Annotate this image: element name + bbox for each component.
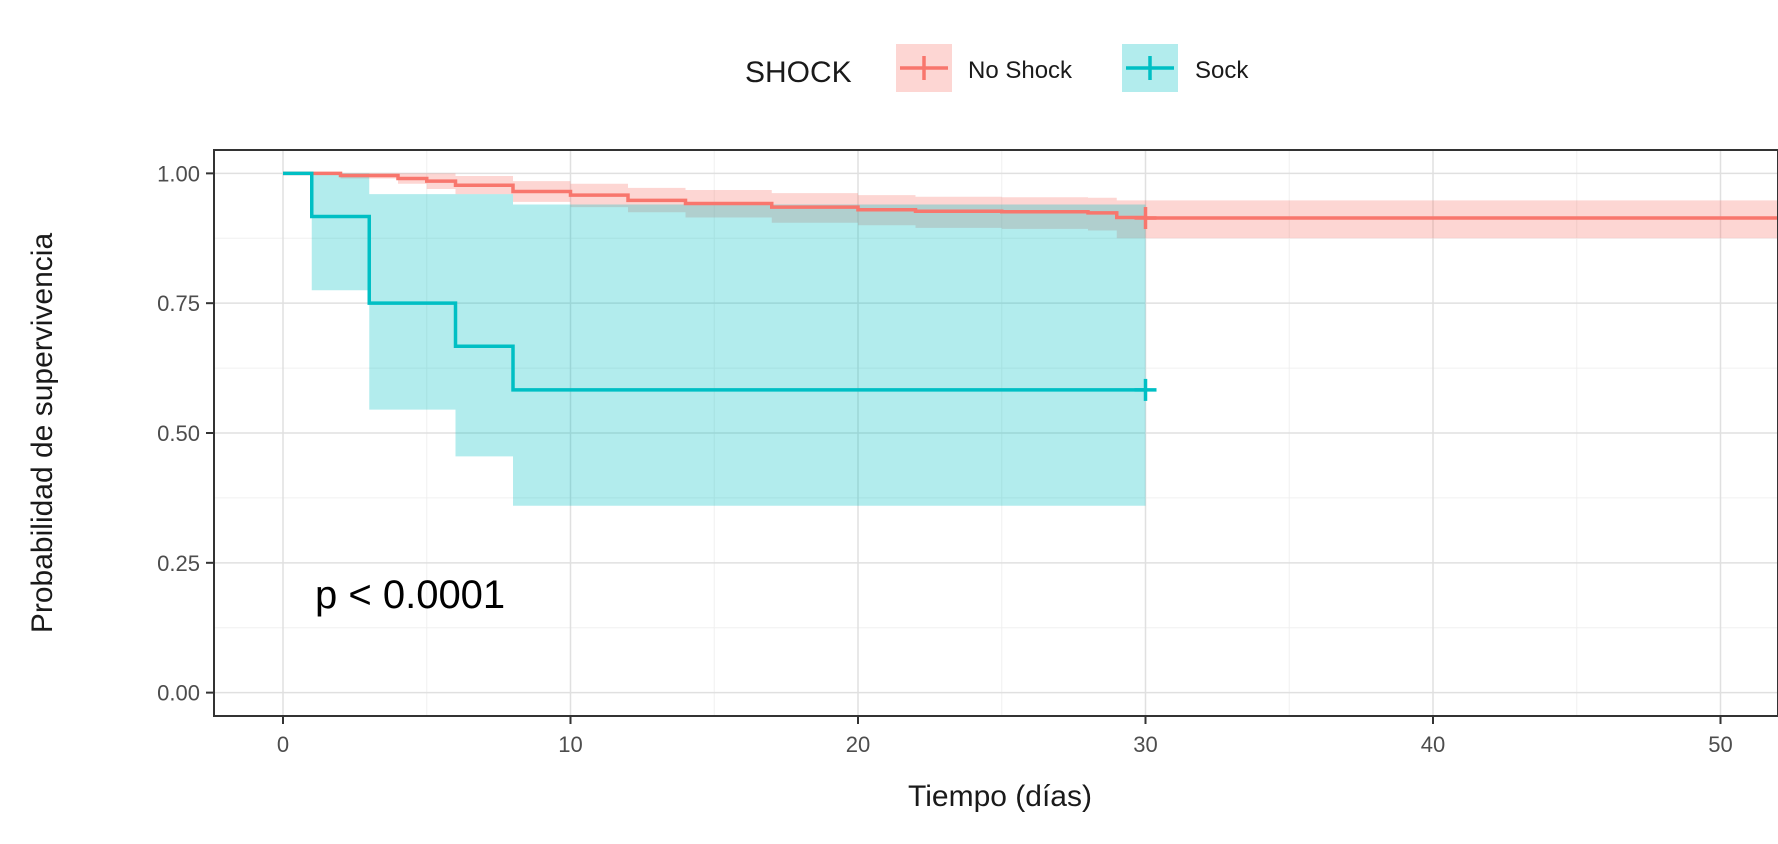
y-tick-label: 0.25 xyxy=(157,551,200,576)
x-tick-label: 10 xyxy=(558,732,582,757)
x-tick-label: 30 xyxy=(1133,732,1157,757)
y-axis: 0.00 0.25 0.50 0.75 1.00 xyxy=(157,161,214,706)
grid-major xyxy=(214,150,1778,716)
curve-no-shock xyxy=(283,171,1778,220)
y-tick-label: 0.50 xyxy=(157,421,200,446)
y-axis-title: Probabilidad de supervivencia xyxy=(26,233,59,634)
legend: SHOCK No Shock Sock xyxy=(745,44,1249,92)
x-tick-label: 40 xyxy=(1421,732,1445,757)
censor-sock xyxy=(1134,378,1157,401)
curve-sock xyxy=(283,171,1146,392)
y-tick-label: 0.75 xyxy=(157,291,200,316)
x-axis-title: Tiempo (días) xyxy=(908,780,1092,813)
censor-no-shock xyxy=(1134,207,1157,230)
band-no-shock xyxy=(283,173,1778,239)
legend-title: SHOCK xyxy=(745,56,852,89)
survival-lines xyxy=(283,171,1778,392)
y-tick-label: 0.00 xyxy=(157,681,200,706)
y-tick-label: 1.00 xyxy=(157,161,200,186)
p-value-annotation: p < 0.0001 xyxy=(315,573,505,617)
confidence-bands xyxy=(283,173,1778,506)
x-tick-label: 0 xyxy=(277,732,289,757)
legend-label-no-shock: No Shock xyxy=(968,57,1073,84)
censor-marks xyxy=(1134,207,1157,401)
x-axis: 0 10 20 30 40 50 xyxy=(277,716,1733,757)
x-tick-label: 20 xyxy=(846,732,870,757)
x-tick-label: 50 xyxy=(1708,732,1732,757)
band-sock xyxy=(283,173,1146,506)
legend-label-sock: Sock xyxy=(1195,57,1249,84)
